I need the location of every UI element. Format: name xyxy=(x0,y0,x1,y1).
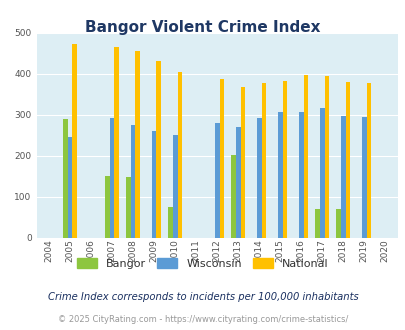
Bar xyxy=(126,178,130,238)
Bar xyxy=(173,135,177,238)
Bar xyxy=(261,83,266,238)
Bar xyxy=(256,118,261,238)
Bar xyxy=(151,131,156,238)
Bar xyxy=(361,117,366,238)
Bar xyxy=(114,47,119,238)
Bar xyxy=(235,127,240,238)
Bar xyxy=(315,209,319,238)
Bar xyxy=(298,113,303,238)
Bar xyxy=(219,79,224,238)
Bar xyxy=(319,108,324,238)
Text: Bangor Violent Crime Index: Bangor Violent Crime Index xyxy=(85,20,320,35)
Text: © 2025 CityRating.com - https://www.cityrating.com/crime-statistics/: © 2025 CityRating.com - https://www.city… xyxy=(58,315,347,324)
Bar xyxy=(72,45,77,238)
Bar xyxy=(303,75,307,238)
Bar xyxy=(340,115,345,238)
Bar xyxy=(282,81,286,238)
Bar xyxy=(345,82,350,238)
Bar xyxy=(366,82,370,238)
Bar xyxy=(231,154,235,238)
Legend: Bangor, Wisconsin, National: Bangor, Wisconsin, National xyxy=(73,254,332,273)
Bar xyxy=(110,118,114,238)
Bar xyxy=(130,125,135,238)
Bar xyxy=(335,209,340,238)
Bar xyxy=(177,72,182,238)
Bar xyxy=(156,61,161,238)
Bar xyxy=(168,207,173,238)
Bar xyxy=(324,76,328,238)
Bar xyxy=(63,119,68,238)
Bar xyxy=(135,51,140,238)
Bar xyxy=(68,137,72,238)
Bar xyxy=(240,87,245,238)
Bar xyxy=(214,123,219,238)
Bar xyxy=(105,176,110,238)
Text: Crime Index corresponds to incidents per 100,000 inhabitants: Crime Index corresponds to incidents per… xyxy=(47,292,358,302)
Bar xyxy=(277,113,282,238)
